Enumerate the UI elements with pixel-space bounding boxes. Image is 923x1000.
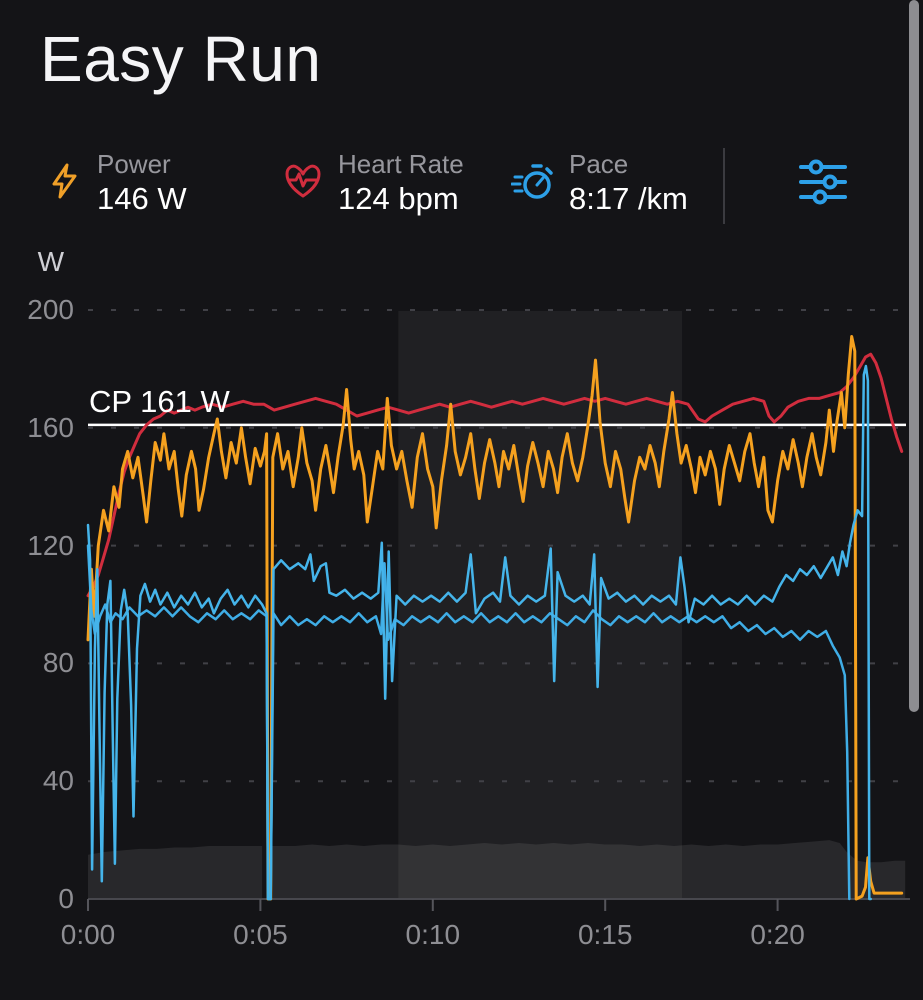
sliders-icon: [799, 159, 847, 205]
metric-pace[interactable]: Pace 8:17 /km: [510, 148, 688, 218]
y-tick-label: 200: [27, 294, 74, 325]
heart-ecg-icon: [282, 161, 324, 206]
heart-rate-line: [86, 352, 904, 598]
metric-heart-rate-value: 124 bpm: [338, 181, 459, 216]
metrics-divider: [723, 148, 725, 224]
page-title: Easy Run: [40, 23, 322, 95]
elevation-area: [88, 846, 263, 899]
y-tick-label: 80: [42, 647, 74, 679]
metric-power-value: 146 W: [97, 181, 187, 216]
chart-settings-button[interactable]: [799, 158, 847, 206]
metric-pace-value: 8:17 /km: [569, 181, 688, 216]
selection-band[interactable]: [398, 311, 683, 899]
y-axis-unit-label: W: [37, 246, 64, 277]
y-tick-label: 40: [42, 765, 74, 797]
y-tick-label: 0: [58, 883, 74, 914]
y-tick-label: 120: [27, 529, 74, 561]
metric-pace-label: Pace: [569, 149, 629, 179]
y-tick-label: 160: [27, 411, 74, 443]
x-tick-label: 0:05: [233, 919, 288, 950]
metric-power[interactable]: Power 146 W: [45, 148, 187, 218]
metric-power-label: Power: [97, 149, 171, 179]
cp-line-label: CP 161 W: [89, 383, 230, 419]
metric-heart-rate[interactable]: Heart Rate 124 bpm: [282, 148, 464, 218]
power-line: [86, 335, 904, 901]
metric-heart-rate-label: Heart Rate: [338, 149, 464, 179]
pace-secondary-line: [86, 544, 851, 901]
elevation-area: [272, 840, 906, 899]
pace-line: [86, 364, 872, 901]
scrollbar[interactable]: [909, 0, 919, 712]
x-tick-label: 0:15: [577, 919, 633, 950]
lightning-bolt-icon: [45, 161, 83, 206]
x-tick-label: 0:10: [405, 919, 461, 950]
x-tick-label: 0:20: [750, 919, 805, 950]
stopwatch-icon: [510, 160, 555, 207]
x-tick-label: 0:00: [60, 919, 116, 950]
